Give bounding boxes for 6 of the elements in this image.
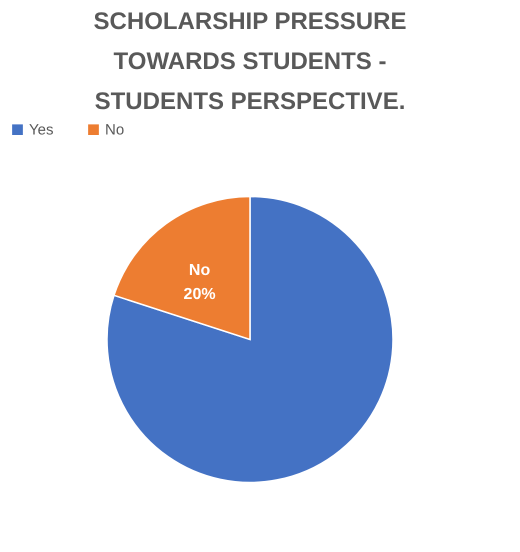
- pie-slice: [106, 196, 394, 484]
- chart-title: SCHOLARSHIP PRESSURE TOWARDS STUDENTS - STUDENTS PERSPECTIVE.: [94, 8, 406, 115]
- legend-label: No: [105, 122, 124, 139]
- legend-label: Yes: [29, 122, 54, 139]
- data-label: 20%: [184, 286, 216, 304]
- slice-label: No: [188, 262, 210, 280]
